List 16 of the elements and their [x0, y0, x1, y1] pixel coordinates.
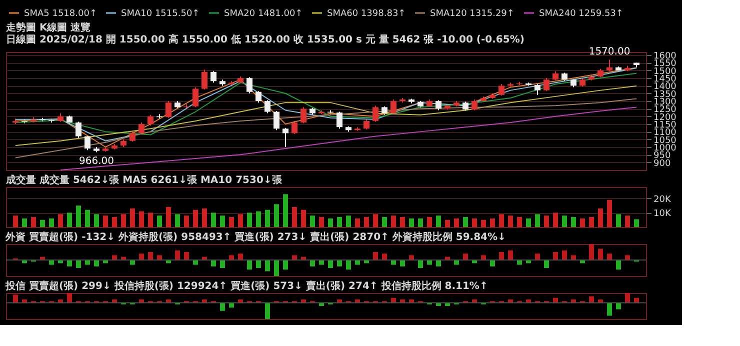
- legend-label: SMA240 1259.53↑: [539, 9, 624, 19]
- legend-label: SMA5 1518.00↑: [24, 9, 97, 19]
- chart-title: 外資 買賣超(張) -132↓ 外資持股(張) 958493↑ 買進(張) 273↓ 賣出(張) 2870↑ 外資持股比例 59.84%↓: [4, 231, 506, 243]
- chart-title: 投信 買賣超(張) 299↓ 投信持股(張) 129924↑ 買進(張) 573↓ 賣出(張) 274↑ 投信持股比例 8.11%↑: [4, 280, 488, 292]
- annotation: 966.00: [79, 156, 114, 168]
- text: 走勢圖 K線圖 速覽: [6, 22, 91, 34]
- y-tick-label: 20K: [654, 194, 672, 205]
- legend-label: SMA10 1515.50↑: [121, 9, 200, 19]
- y-tick-label: 900: [654, 158, 671, 169]
- legend-label: SMA60 1398.83↑: [327, 9, 406, 19]
- legend-label: SMA120 1315.29↑: [430, 9, 514, 19]
- chart-title: 日線圖 2025/02/18 開 1550.00 高 1550.00 低 1520.00 收 1535.00 s 元 量 5462 張 -10.00 (-0.65%): [6, 34, 524, 46]
- chart-title: 成交量 成交量 5462↓張 MA5 6261↓張 MA10 7530↓張: [5, 174, 283, 186]
- y-tick-label: 10K: [654, 209, 672, 220]
- legend-label: SMA20 1481.00↑: [224, 9, 303, 19]
- annotation: 1570.00: [588, 46, 630, 58]
